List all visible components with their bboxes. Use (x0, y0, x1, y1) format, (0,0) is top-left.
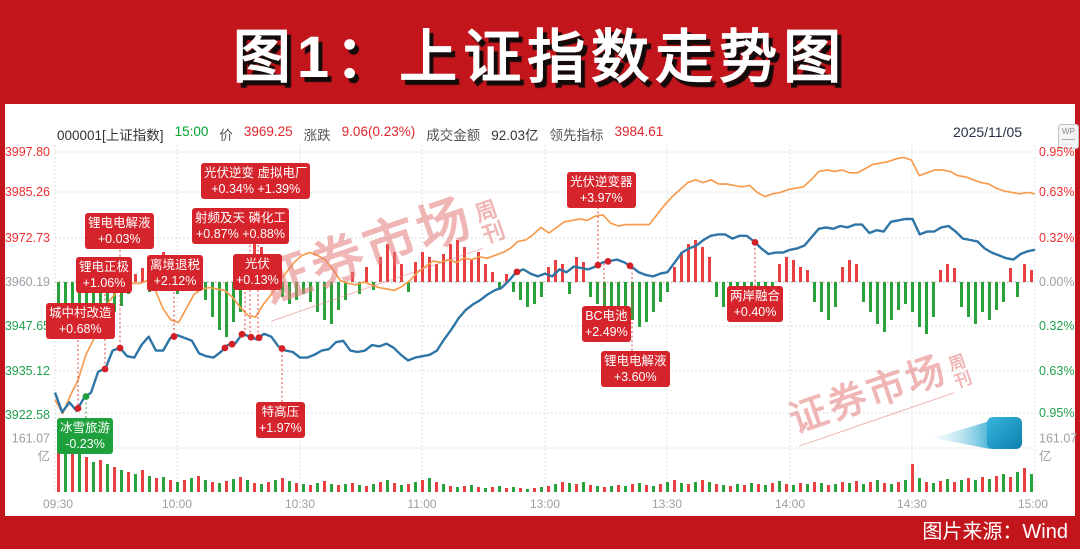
sector-tag: 射频及天 磷化工 +0.87% +0.88% (192, 208, 289, 244)
sector-tag-pct: +0.03% (97, 232, 141, 246)
y-axis-price-label: 3985.26 (4, 185, 50, 199)
sector-tag-pct: +1.06% (82, 276, 126, 290)
sector-tag-pct: +2.49% (585, 325, 628, 339)
y-axis-price-label: 3960.19 (4, 275, 50, 289)
x-axis-time-label: 15:00 (1017, 497, 1049, 511)
title-banner: 图1：上证指数走势图 (0, 0, 1080, 104)
x-axis-time-label: 09:30 (42, 497, 74, 511)
x-axis-time-label: 10:30 (284, 497, 316, 511)
y-axis-price-label: 3947.65 (4, 319, 50, 333)
turnover-label: 成交金额 (426, 128, 481, 143)
sector-tag: 光伏逆变 虚拟电厂 +0.34% +1.39% (201, 163, 311, 199)
price-label: 价 (219, 128, 233, 143)
y-axis-pct-label: 0.63% (1039, 364, 1075, 378)
sector-tag: 锂电电解液 +3.60% (601, 351, 670, 387)
sector-tag-name: 两岸融合 (730, 289, 781, 303)
change-label: 涨跌 (303, 128, 331, 143)
sector-tag: 光伏 +0.13% (233, 254, 282, 290)
y-axis-pct-label: 161.07亿 (1039, 431, 1078, 464)
x-axis-time-label: 14:30 (896, 497, 928, 511)
y-axis-price-label: 161.07亿 (11, 431, 50, 464)
page-title: 图1：上证指数走势图 (232, 25, 848, 90)
lead-value: 3984.61 (614, 124, 664, 139)
x-axis-time-label: 14:00 (774, 497, 806, 511)
quote-header: 000001[上证指数] 15:00 价 3969.25 涨跌 9.06(0.2… (57, 124, 663, 144)
sector-tag-name: 锂电电解液 (88, 216, 151, 230)
y-axis-price-label: 3997.80 (4, 145, 50, 159)
sector-tag-pct: +2.12% (153, 274, 197, 288)
sector-tag-pct: +0.40% (733, 305, 777, 319)
sector-tag-pct: -0.23% (65, 437, 105, 451)
sector-tag: 光伏逆变器 +3.97% (567, 172, 636, 208)
chart-panel (5, 104, 1075, 516)
y-axis-pct-label: 0.95% (1039, 406, 1075, 420)
sector-tag: 锂电电解液 +0.03% (85, 213, 154, 249)
stock-code: 000001[上证指数] (57, 128, 164, 143)
sector-tag-pct: +0.68% (58, 322, 102, 336)
sector-tag-name: 射频及天 磷化工 (195, 211, 286, 225)
y-axis-pct-label: 0.95% (1039, 145, 1075, 159)
sector-tag: 城中村改造 +0.68% (46, 303, 115, 339)
x-axis-time-label: 13:30 (651, 497, 683, 511)
footer-bar: 图片来源：Wind (0, 516, 1080, 549)
sector-tag-name: 离境退税 (150, 258, 201, 272)
lead-label: 领先指标 (549, 128, 604, 143)
change-value: 9.06(0.23%) (341, 124, 416, 139)
sector-tag-name: 锂电电解液 (604, 354, 667, 368)
quote-time: 15:00 (174, 124, 209, 139)
y-axis-pct-label: 0.32% (1039, 231, 1075, 245)
sector-tag-name: 光伏 (244, 257, 270, 271)
y-axis-pct-label: 0.32% (1039, 319, 1075, 333)
y-axis-price-label: 3972.73 (4, 231, 50, 245)
sector-tag: 特高压 +1.97% (256, 402, 305, 438)
sector-tag-name: 城中村改造 (49, 306, 112, 320)
price-value: 3969.25 (243, 124, 293, 139)
sector-tag: 离境退税 +2.12% (147, 255, 204, 291)
wps-float-icon[interactable]: WP (1058, 124, 1079, 149)
x-axis-time-label: 10:00 (161, 497, 193, 511)
sector-tag: BC电池 +2.49% (582, 306, 631, 342)
x-axis-time-label: 13:00 (529, 497, 561, 511)
y-axis-pct-label: 0.63% (1039, 185, 1075, 199)
sector-tag-pct: +0.34% +1.39% (211, 182, 301, 196)
sector-tag-pct: +1.97% (259, 421, 302, 435)
sector-tag-pct: +0.13% (236, 273, 279, 287)
sector-tag-name: 光伏逆变器 (570, 175, 633, 189)
y-axis-price-label: 3935.12 (4, 364, 50, 378)
sector-tag-pct: +3.97% (579, 191, 623, 205)
sector-tag: 两岸融合 +0.40% (727, 286, 784, 322)
sector-tag-name: 特高压 (261, 405, 300, 419)
x-axis-time-label: 11:00 (407, 497, 437, 511)
image-source: 图片来源：Wind (922, 521, 1068, 543)
wps-icon-bar (1062, 139, 1075, 140)
turnover-value: 92.03亿 (491, 128, 539, 143)
sector-tag-name: 冰雪旅游 (60, 421, 111, 435)
sector-tag-pct: +3.60% (613, 370, 657, 384)
y-axis-pct-label: 0.00% (1039, 275, 1075, 289)
sector-tag-name: BC电池 (585, 309, 628, 323)
sector-tag-pct: +0.87% +0.88% (196, 227, 285, 241)
quote-date: 2025/11/05 (953, 124, 1023, 140)
sector-tag: 锂电正极 +1.06% (76, 257, 133, 293)
sector-tag-name: 光伏逆变 虚拟电厂 (204, 166, 308, 180)
sector-tag-name: 锂电正极 (79, 260, 130, 274)
sector-tag: 冰雪旅游 -0.23% (57, 418, 114, 454)
y-axis-price-label: 3922.58 (4, 408, 50, 422)
